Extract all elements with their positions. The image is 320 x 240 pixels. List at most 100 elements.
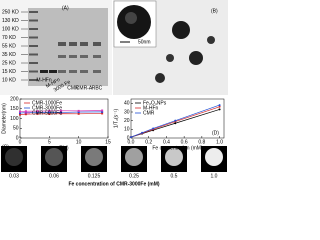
band — [69, 55, 77, 58]
y-axis-label: Diameter(nm) — [1, 103, 7, 134]
ladder-band — [29, 62, 38, 64]
x-axis-label: T(d) — [59, 145, 69, 151]
particle — [155, 73, 165, 83]
ladder-band — [29, 28, 38, 30]
y-tick-label: 20 — [124, 118, 130, 124]
band — [69, 70, 77, 73]
y-tick-label: 40 — [124, 101, 130, 107]
legend-label: M-HFn — [143, 105, 158, 111]
marker — [48, 111, 51, 114]
band — [58, 55, 66, 58]
figure: (A) 250 KD 130 KD 100 KD 70 KD 55 KD 35 KD 25 … — [0, 0, 228, 187]
mri-well — [165, 148, 183, 166]
marker — [60, 109, 63, 112]
marker — [60, 111, 63, 114]
marker — [77, 109, 80, 112]
marker — [101, 110, 104, 113]
lane-label: CMR — [67, 85, 79, 91]
marker — [36, 111, 39, 114]
mri-label: 1.0 — [211, 173, 218, 179]
y-tick-label: 0 — [127, 135, 130, 141]
y-tick-label: 100 — [10, 116, 19, 122]
band — [80, 42, 88, 46]
band — [58, 42, 66, 46]
ladder-band — [29, 36, 38, 39]
marker — [60, 112, 63, 115]
band — [93, 42, 101, 46]
marker — [36, 112, 39, 115]
x-tick-label: 10 — [76, 139, 82, 145]
scale-label: 50nm — [138, 39, 151, 45]
marker — [48, 113, 51, 116]
band — [49, 70, 57, 73]
marker — [24, 110, 27, 113]
band — [69, 42, 77, 46]
mri-strip: 0.03 0.06 0.125 0.25 0.5 1.0 — [1, 146, 227, 179]
mri-well — [85, 148, 103, 166]
marker — [101, 109, 104, 112]
band — [40, 70, 48, 73]
marker — [77, 111, 80, 114]
mri-well — [125, 148, 143, 166]
marker — [48, 109, 51, 112]
x-tick-label: 1.0 — [216, 139, 223, 145]
mri-label: 0.25 — [129, 173, 139, 179]
marker-label: 130 KD — [2, 18, 19, 24]
marker — [77, 112, 80, 115]
y-tick-label: 30 — [124, 109, 130, 115]
particle — [166, 54, 174, 62]
lane-label: CMR-A — [76, 85, 93, 91]
ladder-band — [29, 79, 38, 81]
y-tick-label: 0 — [16, 135, 19, 141]
y-tick-label: 50 — [13, 126, 19, 132]
marker-label: 35 KD — [2, 52, 16, 58]
panel-label: (A) — [62, 5, 69, 11]
x-tick-label: 0.0 — [128, 139, 135, 145]
marker — [19, 110, 21, 113]
particle — [189, 51, 203, 65]
marker — [19, 113, 21, 116]
marker — [218, 105, 221, 108]
x-axis-label: Fe concentration (mM) — [152, 145, 203, 151]
mri-well — [45, 148, 63, 166]
x-tick-label: 0.6 — [181, 139, 188, 145]
x-tick-label: 0.2 — [145, 139, 152, 145]
band — [80, 55, 88, 58]
x-tick-label: 5 — [48, 139, 51, 145]
marker — [141, 131, 144, 134]
marker-label: 25 KD — [2, 60, 16, 66]
marker-label: 10 KD — [2, 77, 16, 83]
x-tick-label: 15 — [105, 139, 111, 145]
marker — [24, 113, 27, 116]
mri-label: 0.06 — [49, 173, 59, 179]
marker-label: 250 KD — [2, 9, 19, 15]
marker — [218, 108, 221, 111]
band — [93, 70, 101, 73]
ladder-band — [29, 11, 38, 13]
legend-label: CMR-1000Fe — [32, 100, 62, 106]
legend-label: Fe₃O₄NPs — [143, 100, 167, 106]
particle — [172, 21, 190, 39]
panel-label: (C) — [2, 144, 9, 150]
gel — [28, 8, 108, 86]
band — [80, 70, 88, 73]
mri-well — [5, 148, 23, 166]
mri-well — [205, 148, 223, 166]
marker — [218, 104, 221, 107]
y-tick-label: 200 — [10, 96, 19, 102]
y-tick-label: 150 — [10, 106, 19, 112]
lane-label: M-HFn — [36, 77, 51, 83]
marker — [101, 112, 104, 115]
y-tick-label: 10 — [124, 127, 130, 133]
marker — [130, 136, 132, 139]
mri-caption: Fe concentration of CMR-3000Fe (mM) — [68, 181, 159, 187]
mri-label: 0.5 — [171, 173, 178, 179]
mri-label: 0.125 — [88, 173, 101, 179]
ladder-band — [29, 45, 38, 47]
panel-label: (B) — [211, 8, 218, 14]
marker-label: 55 KD — [2, 43, 16, 49]
particle-highlight — [125, 12, 137, 24]
marker — [174, 122, 177, 125]
marker — [19, 112, 21, 115]
band — [93, 55, 101, 58]
